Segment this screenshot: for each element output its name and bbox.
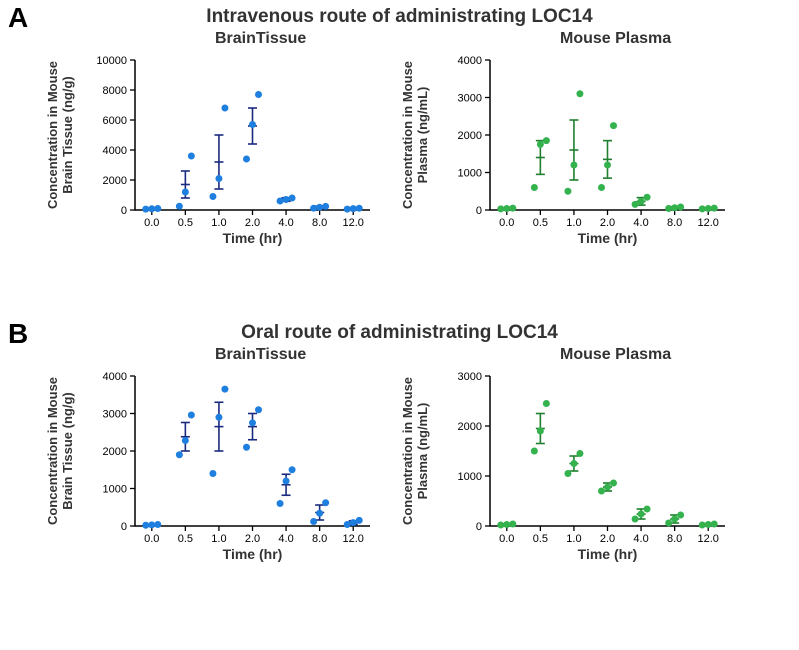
svg-text:2000: 2000 <box>103 175 127 187</box>
chart-brain-b: 010002000300040000.00.51.02.04.08.012.0C… <box>85 366 375 601</box>
svg-text:4000: 4000 <box>103 371 127 383</box>
svg-text:3000: 3000 <box>103 409 127 421</box>
svg-text:1.0: 1.0 <box>566 533 581 545</box>
svg-text:1.0: 1.0 <box>566 217 581 229</box>
svg-text:0.5: 0.5 <box>178 533 193 545</box>
svg-text:4.0: 4.0 <box>278 217 293 229</box>
svg-text:6000: 6000 <box>103 115 127 127</box>
svg-text:2.0: 2.0 <box>600 217 615 229</box>
svg-text:2.0: 2.0 <box>245 217 260 229</box>
svg-text:1000: 1000 <box>458 471 482 483</box>
svg-text:0.0: 0.0 <box>499 533 514 545</box>
y-axis-label: Concentration in Mouse Plasma (ng/mL) <box>400 60 430 210</box>
svg-text:0: 0 <box>121 521 127 533</box>
brain-a-title: BrainTissue <box>215 30 306 48</box>
svg-text:3000: 3000 <box>458 93 482 105</box>
svg-text:2000: 2000 <box>103 446 127 458</box>
x-axis-label: Time (hr) <box>490 230 725 246</box>
plasma-b-title: Mouse Plasma <box>560 346 671 364</box>
svg-text:1000: 1000 <box>103 484 127 496</box>
svg-text:0.5: 0.5 <box>533 533 548 545</box>
x-axis-label: Time (hr) <box>490 546 725 562</box>
svg-text:0: 0 <box>476 521 482 533</box>
svg-text:4.0: 4.0 <box>633 533 648 545</box>
x-axis-label: Time (hr) <box>135 230 370 246</box>
svg-text:12.0: 12.0 <box>343 217 364 229</box>
svg-text:0: 0 <box>121 205 127 217</box>
svg-text:4.0: 4.0 <box>633 217 648 229</box>
svg-text:8.0: 8.0 <box>312 533 327 545</box>
svg-text:12.0: 12.0 <box>343 533 364 545</box>
svg-text:0: 0 <box>476 205 482 217</box>
svg-text:2.0: 2.0 <box>245 533 260 545</box>
svg-text:8.0: 8.0 <box>667 217 682 229</box>
svg-text:3000: 3000 <box>458 371 482 383</box>
svg-text:0.0: 0.0 <box>144 533 159 545</box>
svg-text:0.0: 0.0 <box>499 217 514 229</box>
y-axis-label: Concentration in Mouse Brain Tissue (ng/… <box>45 60 75 210</box>
svg-text:0.5: 0.5 <box>178 217 193 229</box>
svg-text:4.0: 4.0 <box>278 533 293 545</box>
svg-text:4000: 4000 <box>103 145 127 157</box>
svg-text:1.0: 1.0 <box>211 217 226 229</box>
panel-b-title: Oral route of administrating LOC14 <box>0 322 799 344</box>
chart-plasma-b: 01000200030000.00.51.02.04.08.012.0Conce… <box>440 366 730 601</box>
svg-text:1000: 1000 <box>458 168 482 180</box>
x-axis-label: Time (hr) <box>135 546 370 562</box>
brain-b-title: BrainTissue <box>215 346 306 364</box>
svg-text:8.0: 8.0 <box>667 533 682 545</box>
svg-text:0.0: 0.0 <box>144 217 159 229</box>
chart-brain-a: 0 2000 4000 6000 8000 10000 0.0 0.5 1.0 2.0 4.0 8.0… <box>85 50 375 285</box>
panel-a-title: Intravenous route of administrating LOC1… <box>0 6 799 28</box>
y-axis-label: Concentration in Mouse Brain Tissue (ng/… <box>45 376 75 526</box>
svg-text:0.5: 0.5 <box>533 217 548 229</box>
svg-text:1.0: 1.0 <box>211 533 226 545</box>
svg-text:8000: 8000 <box>103 85 127 97</box>
svg-text:2.0: 2.0 <box>600 533 615 545</box>
plasma-a-title: Mouse Plasma <box>560 30 671 48</box>
svg-text:2000: 2000 <box>458 421 482 433</box>
svg-text:12.0: 12.0 <box>698 217 719 229</box>
svg-text:10000: 10000 <box>96 55 127 67</box>
y-axis-label: Concentration in Mouse Plasma (ng/mL) <box>400 376 430 526</box>
chart-plasma-a: 010002000300040000.00.51.02.04.08.012.0C… <box>440 50 730 285</box>
svg-text:12.0: 12.0 <box>698 533 719 545</box>
svg-text:8.0: 8.0 <box>312 217 327 229</box>
svg-text:4000: 4000 <box>458 55 482 67</box>
svg-text:2000: 2000 <box>458 130 482 142</box>
